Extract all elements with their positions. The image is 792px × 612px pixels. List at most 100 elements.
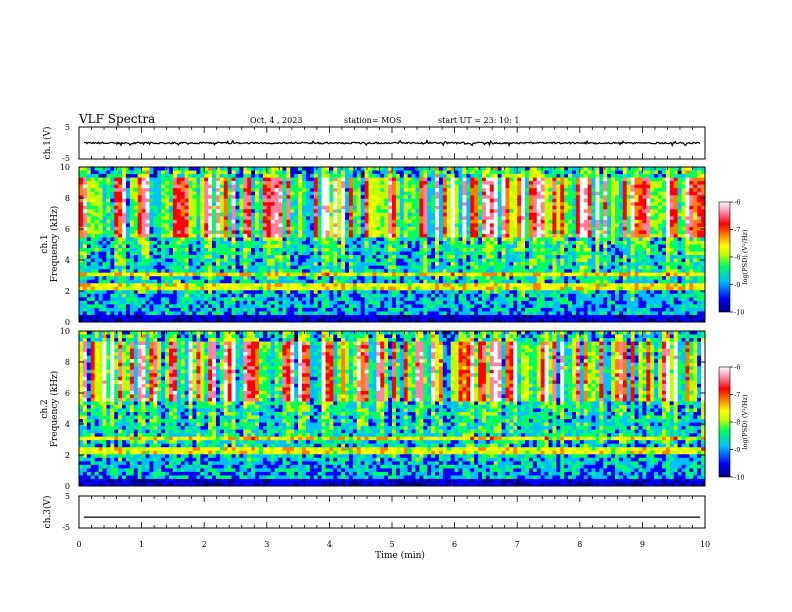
spectrogram-cell bbox=[532, 244, 538, 249]
spectrogram-cell bbox=[677, 198, 682, 203]
spectrogram-cell bbox=[517, 251, 522, 256]
spectrogram-cell bbox=[106, 244, 111, 249]
spectrogram-cell bbox=[251, 174, 256, 178]
spectrogram-cell bbox=[94, 174, 99, 178]
spectrogram-cell bbox=[415, 170, 420, 175]
spectrogram-cell bbox=[384, 167, 389, 171]
spectrogram-cell bbox=[204, 191, 209, 196]
spectrogram-cell bbox=[618, 251, 624, 256]
spectrogram-cell bbox=[372, 230, 377, 235]
spectrogram-cell bbox=[231, 255, 236, 259]
spectrogram-cell bbox=[227, 262, 232, 266]
spectrogram-cell bbox=[458, 248, 463, 252]
spectrogram-cell bbox=[552, 240, 557, 245]
spectrogram-cell bbox=[536, 255, 541, 259]
spectrogram-cell bbox=[274, 269, 279, 273]
spectrogram-cell bbox=[376, 262, 381, 266]
spectrogram-cell bbox=[129, 174, 135, 178]
spectrogram-cell bbox=[513, 240, 518, 245]
spectrogram-cell bbox=[145, 219, 150, 224]
spectrogram-cell bbox=[274, 177, 279, 182]
spectrogram-cell bbox=[341, 219, 346, 224]
spectrogram-cell bbox=[442, 181, 448, 185]
spectrogram-cell bbox=[219, 212, 225, 217]
spectrogram-cell bbox=[579, 184, 585, 189]
spectrogram-cell bbox=[305, 202, 311, 207]
spectrogram-cell bbox=[622, 237, 628, 242]
spectrogram-cell bbox=[395, 258, 401, 263]
spectrogram-cell bbox=[478, 262, 483, 266]
spectrogram-cell bbox=[701, 219, 706, 224]
spectrogram-cell bbox=[454, 188, 459, 192]
spectrogram-cell bbox=[200, 226, 205, 231]
spectrogram-cell bbox=[200, 262, 205, 266]
spectrogram-cell bbox=[157, 258, 162, 263]
spectrogram-cell bbox=[634, 202, 639, 207]
spectrogram-cell bbox=[485, 255, 491, 259]
spectrogram-cell bbox=[599, 258, 604, 263]
spectrogram-cell bbox=[380, 219, 385, 224]
spectrogram-cell bbox=[525, 181, 530, 185]
spectrogram-cell bbox=[693, 212, 698, 217]
spectrogram-cell bbox=[348, 233, 354, 238]
spectrogram-cell bbox=[145, 262, 150, 266]
spectrogram-cell bbox=[321, 174, 326, 178]
spectrogram-cell bbox=[697, 177, 702, 182]
spectrogram-cell bbox=[337, 184, 342, 189]
spectrogram-cell bbox=[118, 226, 123, 231]
spectrogram-cell bbox=[255, 244, 260, 249]
spectrogram-cell bbox=[395, 184, 401, 189]
spectrogram-cell bbox=[489, 226, 495, 231]
spectrogram-cell bbox=[669, 255, 674, 259]
spectrogram-cell bbox=[697, 205, 702, 210]
spectrogram-cell bbox=[313, 177, 318, 182]
spectrogram-cell bbox=[79, 223, 84, 228]
spectrogram-cell bbox=[176, 272, 182, 277]
spectrogram-cell bbox=[399, 191, 405, 196]
spectrogram-cell bbox=[571, 198, 577, 203]
spectrogram-cell bbox=[536, 191, 541, 196]
spectrogram-cell bbox=[219, 251, 225, 256]
spectrogram-cell bbox=[298, 265, 303, 270]
spectrogram-cell bbox=[466, 195, 471, 199]
spectrogram-cell bbox=[583, 205, 588, 210]
spectrogram-cell bbox=[305, 212, 311, 217]
spectrogram-cell bbox=[697, 230, 702, 235]
spectrogram-cell bbox=[364, 230, 369, 235]
spectrogram-cell bbox=[454, 269, 459, 273]
spectrogram-cell bbox=[505, 188, 510, 192]
spectrogram-cell bbox=[646, 248, 651, 252]
spectrogram-cell bbox=[446, 188, 451, 192]
spectrogram-cell bbox=[200, 167, 205, 171]
spectrogram-cell bbox=[493, 205, 498, 210]
date-label: Oct. 4 , 2023 bbox=[250, 116, 302, 125]
spectrogram-cell bbox=[575, 244, 581, 249]
spectrogram-cell bbox=[356, 237, 361, 242]
spectrogram-cell bbox=[137, 188, 142, 192]
spectrogram-cell bbox=[642, 265, 647, 270]
spectrogram-cell bbox=[466, 251, 471, 256]
spectrogram-cell bbox=[411, 191, 416, 196]
spectrogram-cell bbox=[133, 272, 138, 277]
spectrogram-cell bbox=[188, 223, 193, 228]
spectrogram-cell bbox=[251, 262, 256, 266]
spectrogram-cell bbox=[513, 170, 518, 175]
spectrogram-cell bbox=[168, 205, 174, 210]
spectrogram-cell bbox=[532, 188, 538, 192]
spectrogram-cell bbox=[286, 240, 291, 245]
spectrogram-cell bbox=[478, 219, 483, 224]
spectrogram-cell bbox=[438, 237, 444, 242]
spectrogram-cell bbox=[106, 230, 111, 235]
spectrogram-cell bbox=[337, 251, 342, 256]
spectrogram-cell bbox=[595, 177, 600, 182]
spectrogram-cell bbox=[607, 251, 612, 256]
spectrogram-cell bbox=[583, 184, 588, 189]
spectrogram-cell bbox=[658, 184, 663, 189]
spectrogram-cell bbox=[345, 209, 350, 214]
spectrogram-cell bbox=[556, 170, 561, 175]
spectrogram-cell bbox=[677, 202, 682, 207]
spectrogram-cell bbox=[149, 195, 154, 199]
spectrogram-cell bbox=[634, 230, 639, 235]
spectrogram-cell bbox=[305, 248, 311, 252]
spectrogram-cell bbox=[458, 188, 463, 192]
